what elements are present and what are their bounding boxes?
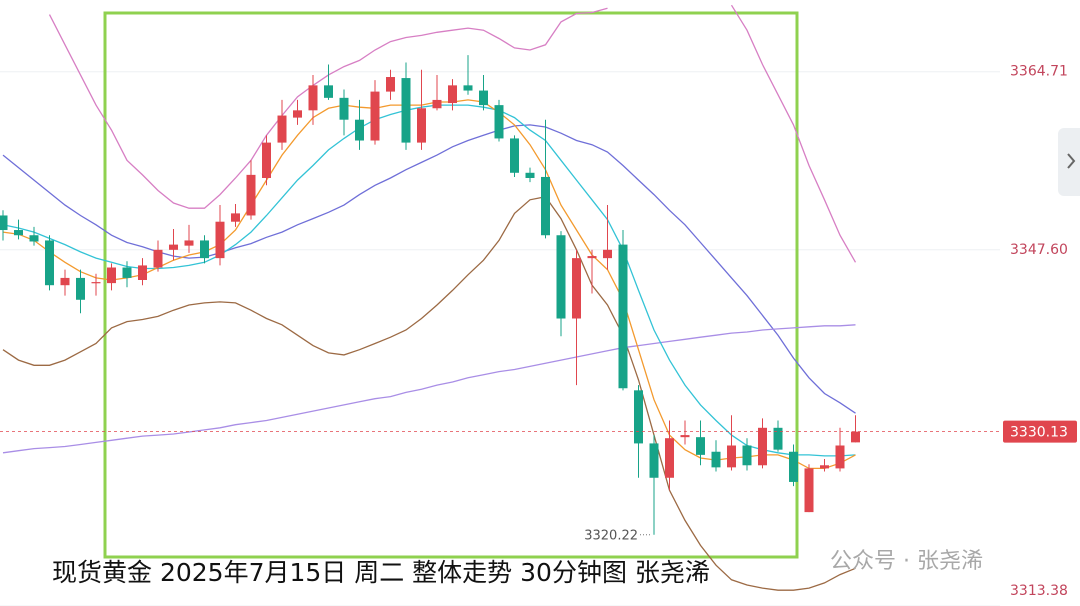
candle-body bbox=[246, 174, 256, 216]
candle-body bbox=[262, 142, 271, 178]
annotations: 3330.13 3320.22 bbox=[0, 420, 1077, 543]
candle-body bbox=[138, 265, 147, 280]
candle-body bbox=[649, 443, 659, 478]
candle-body bbox=[386, 77, 395, 92]
candle-body bbox=[727, 445, 736, 468]
watermark: 公众号 · 张尧浠 bbox=[830, 549, 983, 574]
candle-body bbox=[494, 105, 504, 139]
candle-body bbox=[45, 240, 54, 286]
candle-body bbox=[417, 108, 426, 143]
candle-body bbox=[789, 451, 798, 482]
candle-body bbox=[76, 277, 85, 300]
candle-body bbox=[541, 176, 550, 236]
candle-body bbox=[169, 244, 178, 250]
indicator-line bbox=[48, 4, 857, 263]
nav-button[interactable] bbox=[1058, 128, 1080, 196]
candle-body bbox=[60, 277, 70, 286]
candle-body bbox=[293, 110, 302, 118]
indicator-lines bbox=[2, 4, 857, 591]
indicator-line bbox=[2, 195, 856, 591]
candle-body bbox=[479, 90, 488, 106]
caption: 现货黄金 2025年7月15日 周二 整体走势 30分钟图 张尧浠 bbox=[52, 558, 710, 587]
candle-body bbox=[665, 438, 674, 478]
candle-body bbox=[200, 240, 209, 259]
candle-body bbox=[324, 85, 333, 98]
candle-body bbox=[0, 215, 8, 231]
candle-body bbox=[618, 244, 628, 389]
candle-body bbox=[758, 427, 767, 466]
candle-body bbox=[773, 427, 783, 450]
candle-body bbox=[184, 240, 194, 246]
candle-body bbox=[122, 267, 132, 278]
indicator-line bbox=[2, 99, 856, 470]
candle-body bbox=[401, 78, 411, 143]
indicator-line bbox=[2, 324, 856, 454]
y-tick-label: 3347.60 bbox=[1010, 242, 1068, 258]
candle-body bbox=[231, 213, 240, 222]
candle-body bbox=[804, 468, 814, 513]
highlight-box bbox=[103, 11, 799, 559]
candle-body bbox=[277, 115, 287, 143]
candle-body bbox=[370, 91, 380, 141]
indicator-line bbox=[2, 124, 856, 414]
candle-body bbox=[851, 431, 860, 443]
last-price-label: 3330.13 bbox=[1010, 425, 1068, 441]
indicator-line bbox=[2, 104, 856, 457]
candle-body bbox=[463, 85, 473, 91]
low-annotation: 3320.22 bbox=[584, 528, 638, 543]
candle-body bbox=[14, 230, 23, 236]
candle-body bbox=[820, 465, 829, 469]
candle-body bbox=[603, 249, 612, 259]
candle-body bbox=[215, 221, 225, 259]
candle-body bbox=[29, 235, 39, 242]
y-tick-label: 3364.71 bbox=[1010, 64, 1068, 80]
candle-body bbox=[308, 85, 318, 111]
candle-body bbox=[556, 235, 566, 319]
candle-body bbox=[448, 85, 457, 104]
candle-body bbox=[634, 390, 643, 444]
candle-body bbox=[339, 97, 349, 120]
candle-body bbox=[696, 437, 705, 455]
candle-body bbox=[587, 256, 597, 259]
candle-body bbox=[432, 99, 442, 109]
candles bbox=[0, 55, 860, 535]
candle-body bbox=[153, 249, 163, 268]
candle-body bbox=[680, 435, 690, 438]
candle-body bbox=[711, 451, 721, 468]
candle-body bbox=[572, 258, 581, 319]
candle-body bbox=[510, 138, 519, 173]
candle-body bbox=[525, 172, 535, 178]
candle-body bbox=[355, 119, 364, 141]
y-tick-label: 3313.38 bbox=[1010, 583, 1068, 599]
candle-body bbox=[835, 445, 845, 469]
candle-body bbox=[91, 282, 101, 284]
candle-body bbox=[107, 267, 116, 284]
last-price-box bbox=[1003, 420, 1077, 443]
candle-body bbox=[742, 445, 752, 466]
